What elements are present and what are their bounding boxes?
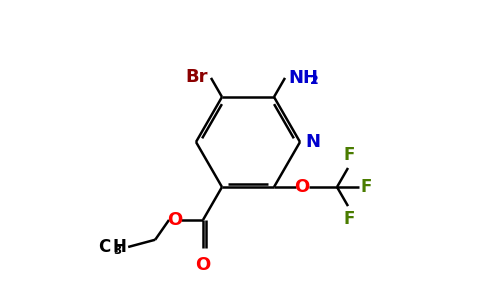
Text: O: O	[167, 211, 182, 229]
Text: O: O	[294, 178, 310, 196]
Text: Br: Br	[185, 68, 208, 86]
Text: 2: 2	[310, 74, 319, 87]
Text: 3: 3	[114, 244, 121, 257]
Text: H: H	[112, 238, 126, 256]
Text: NH: NH	[288, 69, 318, 87]
Text: F: F	[343, 146, 355, 164]
Text: F: F	[361, 178, 372, 196]
Text: C: C	[98, 238, 110, 256]
Text: F: F	[343, 210, 355, 228]
Text: O: O	[196, 256, 211, 274]
Text: N: N	[305, 133, 320, 151]
